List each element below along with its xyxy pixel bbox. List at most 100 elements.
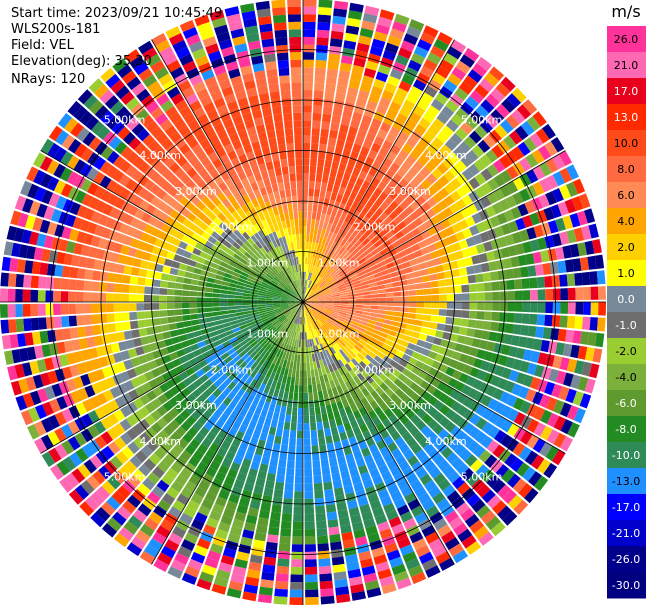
velocity-gate [48, 447, 62, 463]
velocity-gate [513, 412, 526, 426]
velocity-gate [348, 304, 356, 308]
velocity-gate [419, 166, 431, 178]
velocity-gate [292, 400, 298, 408]
velocity-gate [543, 207, 555, 221]
velocity-gate [327, 60, 340, 70]
velocity-gate [347, 460, 357, 470]
velocity-gate [425, 565, 441, 578]
velocity-gate [377, 284, 386, 290]
velocity-gate [304, 332, 307, 340]
velocity-gate [454, 293, 463, 301]
velocity-gate [403, 33, 419, 46]
velocity-gate [345, 283, 354, 288]
velocity-gate [293, 257, 297, 265]
velocity-gate [579, 393, 592, 409]
velocity-gate [465, 116, 479, 130]
velocity-gate [291, 306, 298, 313]
velocity-gate [105, 376, 117, 389]
velocity-gate [77, 326, 86, 338]
velocity-gate [379, 347, 389, 355]
velocity-gate [278, 245, 284, 254]
colorbar-bin [607, 104, 646, 131]
velocity-gate [76, 127, 90, 142]
velocity-gate [366, 256, 375, 264]
velocity-gate [582, 286, 591, 300]
velocity-gate [236, 379, 246, 388]
velocity-gate [192, 449, 204, 461]
velocity-gate [331, 402, 339, 412]
velocity-gate [80, 244, 91, 257]
velocity-gate [446, 46, 463, 60]
velocity-gate [170, 431, 182, 443]
velocity-gate [313, 312, 320, 319]
velocity-gate [47, 431, 61, 446]
velocity-gate [555, 342, 565, 356]
velocity-gate [15, 289, 23, 302]
velocity-gate [144, 318, 154, 327]
velocity-gate [457, 417, 469, 430]
velocity-gate [263, 487, 274, 497]
velocity-gate [237, 336, 246, 344]
velocity-gate [177, 269, 186, 277]
velocity-gate [250, 291, 259, 295]
velocity-gate [316, 277, 322, 285]
velocity-gate [363, 454, 374, 465]
velocity-gate [306, 279, 309, 288]
range-ring-label: 2.00km [211, 363, 253, 376]
velocity-gate [71, 468, 86, 484]
velocity-gate [498, 280, 508, 291]
velocity-gate [432, 492, 446, 505]
velocity-gate [288, 158, 295, 167]
velocity-gate [378, 293, 387, 298]
velocity-gate [445, 99, 459, 113]
velocity-gate [326, 222, 333, 232]
velocity-gate [317, 543, 330, 552]
velocity-gate [168, 244, 178, 254]
velocity-gate [184, 271, 193, 279]
velocity-gate [429, 273, 438, 281]
velocity-gate [310, 303, 318, 305]
velocity-gate [434, 240, 444, 250]
velocity-gate [388, 235, 398, 244]
velocity-gate [290, 322, 295, 331]
velocity-gate [370, 390, 380, 400]
velocity-gate [112, 511, 127, 526]
velocity-gate [199, 251, 209, 259]
velocity-gate [439, 144, 452, 157]
velocity-gate [564, 198, 577, 214]
velocity-gate [343, 389, 352, 399]
velocity-gate [211, 206, 222, 217]
velocity-gate [376, 317, 385, 323]
velocity-gate [371, 450, 383, 461]
velocity-gate [325, 305, 333, 309]
range-ring-label: 4.00km [139, 435, 181, 448]
velocity-gate [218, 332, 227, 339]
velocity-gate [301, 264, 303, 272]
velocity-gate [490, 353, 501, 364]
velocity-gate [175, 456, 188, 468]
velocity-gate [348, 387, 356, 397]
velocity-gate [452, 369, 463, 380]
velocity-gate [331, 386, 339, 396]
velocity-gate [532, 165, 546, 180]
velocity-gate [365, 393, 375, 404]
velocity-gate [215, 369, 225, 378]
velocity-gate [395, 87, 409, 99]
velocity-gate [45, 277, 55, 289]
velocity-gate [566, 164, 579, 180]
velocity-gate [202, 388, 212, 399]
velocity-gate [254, 117, 264, 127]
velocity-gate [332, 273, 340, 280]
velocity-gate [137, 277, 146, 286]
velocity-gate [220, 285, 229, 291]
velocity-gate [598, 286, 606, 300]
velocity-gate [566, 358, 578, 373]
velocity-gate [150, 60, 165, 74]
velocity-gate [461, 168, 474, 181]
velocity-gate [330, 232, 337, 241]
velocity-gate [273, 372, 280, 382]
velocity-gate [281, 294, 289, 298]
velocity-gate [467, 388, 479, 400]
velocity-gate [459, 449, 472, 462]
velocity-gate [180, 409, 191, 420]
